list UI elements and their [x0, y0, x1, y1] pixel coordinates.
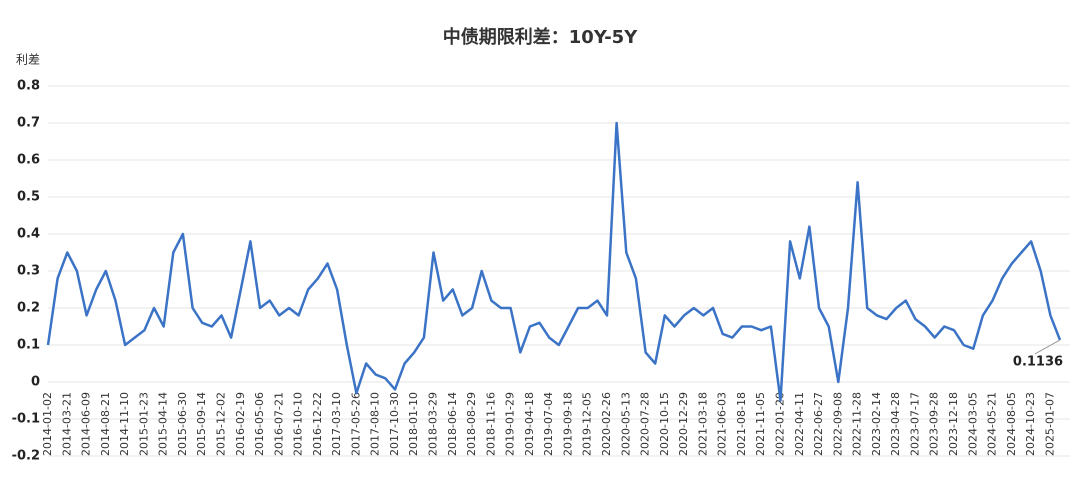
y-tick-label: -0.1 — [12, 412, 40, 427]
y-tick-label: 0.5 — [17, 190, 40, 205]
x-tick-label: 2016-02-19 — [234, 392, 247, 456]
x-tick-label: 2016-05-06 — [253, 392, 266, 456]
x-tick-label: 2014-08-21 — [99, 392, 112, 456]
x-tick-label: 2014-01-02 — [41, 392, 54, 456]
x-tick-label: 2024-03-05 — [966, 392, 979, 456]
x-tick-label: 2018-08-29 — [465, 392, 478, 456]
y-tick-label: 0.4 — [17, 227, 40, 242]
x-tick-label: 2020-12-29 — [677, 392, 690, 456]
x-tick-label: 2022-06-27 — [812, 392, 825, 456]
x-tick-label: 2024-10-23 — [1024, 392, 1037, 456]
x-tick-label: 2015-06-30 — [176, 392, 189, 456]
x-tick-label: 2025-01-07 — [1043, 392, 1056, 456]
x-tick-label: 2023-12-18 — [947, 392, 960, 456]
x-tick-label: 2016-10-10 — [292, 392, 305, 456]
x-tick-label: 2017-08-10 — [369, 392, 382, 456]
x-tick-label: 2018-06-14 — [446, 392, 459, 456]
x-tick-label: 2022-01-20 — [773, 392, 786, 456]
x-tick-label: 2018-03-29 — [427, 392, 440, 456]
annotation-leader — [1034, 339, 1061, 355]
x-tick-label: 2024-05-21 — [986, 392, 999, 456]
x-tick-label: 2018-01-10 — [407, 392, 420, 456]
y-tick-label: -0.2 — [12, 449, 40, 464]
data-label: 0.1136 — [1013, 354, 1063, 369]
x-tick-label: 2014-06-09 — [80, 392, 93, 456]
x-tick-label: 2022-04-11 — [793, 392, 806, 456]
x-tick-label: 2023-07-17 — [908, 392, 921, 456]
y-tick-label: 0.8 — [17, 79, 40, 94]
x-tick-label: 2024-08-05 — [1005, 392, 1018, 456]
x-tick-label: 2017-05-26 — [349, 392, 362, 456]
data-line — [46, 121, 1062, 402]
x-tick-label: 2015-01-23 — [137, 392, 150, 456]
x-tick-label: 2019-01-29 — [504, 392, 517, 456]
y-tick-label: 0 — [31, 375, 40, 390]
y-tick-label: 0.1 — [17, 338, 40, 353]
x-tick-label: 2017-03-10 — [330, 392, 343, 456]
x-tick-label: 2021-06-03 — [716, 392, 729, 456]
x-tick-label: 2023-09-28 — [928, 392, 941, 456]
x-tick-label: 2015-04-14 — [157, 392, 170, 456]
y-tick-label: 0.7 — [17, 116, 40, 131]
x-tick-label: 2021-03-18 — [696, 392, 709, 456]
y-tick-label: 0.3 — [17, 264, 40, 279]
y-axis-label: 利差 — [16, 53, 40, 67]
x-tick-label: 2014-11-10 — [118, 392, 131, 456]
x-tick-label: 2023-04-28 — [889, 392, 902, 456]
x-tick-label: 2022-11-28 — [851, 392, 864, 456]
x-tick-label: 2022-09-08 — [831, 392, 844, 456]
y-tick-label: 0.2 — [17, 301, 40, 316]
x-tick-label: 2018-11-16 — [484, 392, 497, 456]
x-tick-label: 2014-03-21 — [60, 392, 73, 456]
chart-title: 中债期限利差：10Y-5Y — [443, 26, 638, 48]
x-tick-label: 2015-09-14 — [195, 392, 208, 456]
x-tick-label: 2023-02-14 — [870, 392, 883, 456]
x-tick-label: 2019-07-04 — [542, 392, 555, 456]
x-tick-label: 2020-10-15 — [658, 392, 671, 456]
x-tick-label: 2016-12-22 — [311, 392, 324, 456]
x-tick-label: 2015-12-02 — [214, 392, 227, 456]
x-tick-label: 2019-09-18 — [561, 392, 574, 456]
x-tick-label: 2021-08-18 — [735, 392, 748, 456]
x-tick-label: 2019-04-18 — [523, 392, 536, 456]
x-tick-label: 2020-05-13 — [619, 392, 632, 456]
y-tick-label: 0.6 — [17, 153, 40, 168]
x-tick-label: 2017-10-30 — [388, 392, 401, 456]
x-tick-label: 2020-07-28 — [639, 392, 652, 456]
x-tick-label: 2019-12-05 — [581, 392, 594, 456]
x-tick-label: 2020-02-26 — [600, 392, 613, 456]
x-tick-label: 2016-07-21 — [272, 392, 285, 456]
x-tick-label: 2021-11-05 — [754, 392, 767, 456]
